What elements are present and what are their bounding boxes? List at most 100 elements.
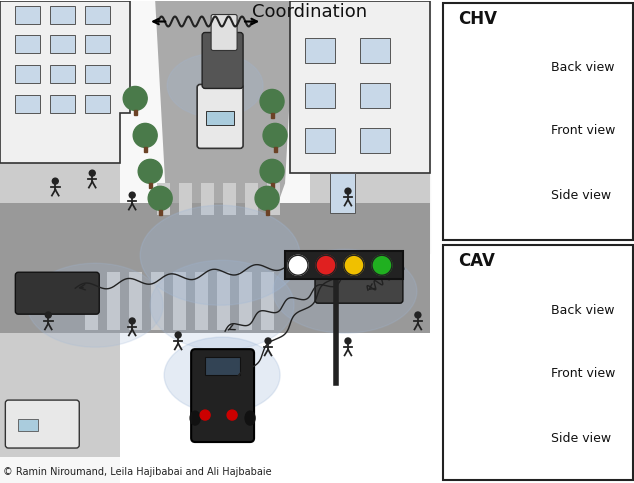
Polygon shape (290, 0, 430, 173)
Bar (239, 272, 252, 330)
FancyBboxPatch shape (202, 32, 243, 88)
Bar (271, 184, 273, 188)
Bar (50, 35, 75, 54)
Bar (107, 272, 120, 330)
Circle shape (372, 255, 392, 275)
FancyBboxPatch shape (472, 296, 508, 322)
Bar (129, 272, 142, 330)
Circle shape (495, 62, 502, 69)
Bar (217, 272, 230, 330)
Bar (330, 173, 355, 213)
Polygon shape (480, 290, 500, 298)
Bar (1, 0, 120, 483)
Circle shape (500, 138, 505, 143)
Circle shape (316, 255, 336, 275)
Polygon shape (155, 0, 295, 253)
Bar (50, 5, 75, 24)
Circle shape (485, 200, 493, 207)
Text: CAV: CAV (458, 252, 495, 270)
Bar (18, 419, 38, 431)
FancyBboxPatch shape (472, 359, 508, 385)
Bar (15, 96, 41, 114)
Ellipse shape (140, 205, 300, 305)
Circle shape (473, 136, 481, 144)
Circle shape (499, 316, 507, 324)
Bar (305, 39, 335, 63)
Circle shape (473, 73, 481, 82)
Circle shape (45, 312, 51, 318)
Circle shape (288, 255, 308, 275)
Circle shape (499, 136, 507, 144)
Circle shape (509, 200, 516, 207)
Circle shape (133, 123, 157, 147)
Bar (15, 35, 41, 54)
Polygon shape (487, 420, 513, 430)
FancyBboxPatch shape (197, 85, 243, 148)
Text: Coordination: Coordination (252, 2, 368, 20)
Bar (443, 2, 633, 240)
Circle shape (415, 312, 421, 318)
Circle shape (175, 332, 181, 338)
Circle shape (473, 379, 481, 387)
Circle shape (477, 305, 484, 312)
Bar (173, 272, 186, 330)
Bar (201, 184, 214, 215)
Circle shape (474, 75, 479, 80)
FancyBboxPatch shape (484, 286, 495, 292)
Circle shape (499, 379, 507, 387)
Text: © Ramin Niroumand, Leila Hajibabai and Ali Hajbabaie: © Ramin Niroumand, Leila Hajibabai and A… (3, 467, 272, 477)
Bar (50, 96, 75, 114)
Ellipse shape (150, 260, 294, 350)
Bar (158, 210, 162, 215)
Bar (149, 184, 152, 188)
Bar (50, 66, 75, 84)
Circle shape (227, 410, 237, 420)
Bar (261, 272, 274, 330)
Circle shape (483, 198, 495, 209)
FancyBboxPatch shape (472, 116, 508, 142)
Bar (305, 128, 335, 154)
Text: Side view: Side view (551, 431, 611, 444)
Bar (360, 39, 390, 63)
Circle shape (138, 159, 162, 184)
Bar (151, 272, 164, 330)
Circle shape (260, 159, 284, 184)
Bar (443, 245, 633, 480)
Bar (273, 147, 276, 152)
Text: CHV: CHV (458, 10, 497, 28)
FancyBboxPatch shape (484, 349, 495, 355)
Bar (195, 272, 208, 330)
Circle shape (507, 440, 519, 452)
Circle shape (474, 138, 479, 143)
Circle shape (507, 198, 519, 209)
Text: Side view: Side view (551, 189, 611, 202)
Bar (179, 184, 192, 215)
FancyBboxPatch shape (472, 54, 508, 79)
FancyBboxPatch shape (5, 400, 79, 448)
Circle shape (500, 75, 505, 80)
Ellipse shape (190, 411, 200, 425)
Bar (267, 184, 280, 215)
Bar (305, 84, 335, 108)
Circle shape (123, 86, 147, 111)
Circle shape (129, 192, 135, 198)
Circle shape (344, 255, 364, 275)
Bar (85, 5, 110, 24)
Text: Front view: Front view (551, 367, 615, 380)
Circle shape (345, 188, 351, 194)
Polygon shape (480, 47, 500, 56)
Bar (134, 111, 137, 115)
Ellipse shape (245, 411, 255, 425)
Text: Back view: Back view (551, 61, 614, 74)
Bar (85, 272, 98, 330)
Circle shape (497, 127, 501, 130)
Bar (1, 203, 430, 333)
Circle shape (260, 89, 284, 114)
FancyBboxPatch shape (15, 272, 100, 314)
Bar (266, 210, 269, 215)
Bar (245, 184, 258, 215)
Circle shape (479, 127, 483, 130)
Bar (310, 0, 430, 333)
FancyBboxPatch shape (484, 43, 495, 49)
Bar (205, 357, 240, 375)
